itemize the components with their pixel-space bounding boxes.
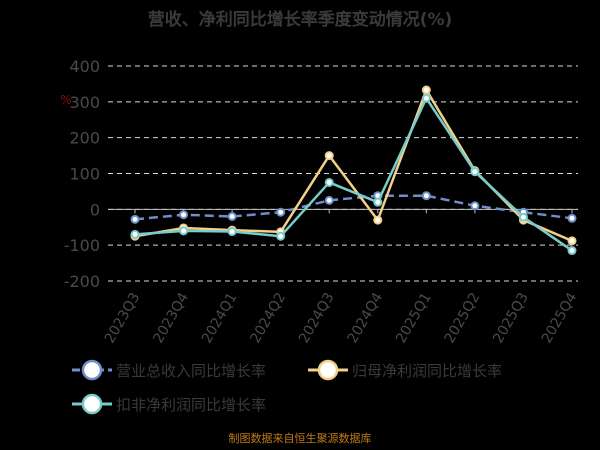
data-point (470, 201, 480, 211)
x-tick-label: 2024Q2 (247, 290, 289, 346)
y-tick-label: 300 (69, 93, 100, 112)
series-2 (130, 85, 577, 246)
x-tick-label: 2024Q1 (199, 290, 241, 346)
x-tick-label: 2025Q3 (490, 290, 532, 346)
y-tick-label: -200 (64, 272, 100, 291)
legend-label: 扣非净利润同比增长率 (116, 396, 266, 414)
data-point (179, 210, 189, 220)
x-tick-label: 2024Q3 (296, 290, 338, 346)
data-point (421, 93, 431, 103)
y-tick-label: -100 (64, 236, 100, 255)
data-point (179, 226, 189, 236)
data-point (130, 214, 140, 224)
data-point (324, 151, 334, 161)
x-tick-label: 2025Q4 (539, 290, 581, 346)
legend-label: 归母净利润同比增长率 (352, 362, 502, 380)
y-axis-ticks: -200 -100 0 100 200 300 400 (64, 57, 100, 291)
y-unit-label: % (60, 93, 71, 107)
x-tick-label: 2023Q3 (102, 290, 144, 346)
data-point (421, 85, 431, 95)
y-tick-label: 200 (69, 129, 100, 148)
chart-title: 营收、净利同比增长率季度变动情况(%) (148, 9, 453, 30)
data-point (567, 246, 577, 256)
y-tick-label: 100 (69, 165, 100, 184)
data-point (324, 177, 334, 187)
series-line (134, 194, 573, 221)
legend-label: 营业总收入同比增长率 (116, 362, 266, 380)
source-note: 制图数据来自恒生聚源数据库 (229, 431, 372, 445)
data-point (470, 167, 480, 177)
legend-item: 归母净利润同比增长率 (308, 359, 502, 381)
legend-item: 扣非净利润同比增长率 (72, 393, 266, 415)
data-point (227, 227, 237, 237)
y-tick-label: 0 (90, 200, 100, 219)
series-lines (130, 85, 577, 256)
data-point (518, 212, 528, 222)
series-1 (130, 191, 577, 224)
series-3 (130, 93, 577, 256)
series-line (134, 97, 573, 252)
data-point (373, 215, 383, 225)
data-point (276, 207, 286, 217)
data-point (421, 191, 431, 201)
data-point (227, 212, 237, 221)
data-point (324, 195, 334, 205)
data-point (567, 213, 577, 223)
legend-marker (81, 393, 103, 415)
y-tick-label: 400 (69, 57, 100, 76)
series-line (134, 88, 573, 243)
legend-item: 营业总收入同比增长率 (72, 359, 266, 381)
x-tick-label: 2024Q4 (345, 290, 387, 346)
data-point (567, 236, 577, 246)
data-point (373, 197, 383, 207)
data-point (130, 229, 140, 239)
data-point (276, 231, 286, 241)
legend-marker (81, 359, 103, 381)
legend-marker (317, 359, 339, 381)
x-tick-label: 2025Q1 (393, 290, 435, 346)
x-tick-label: 2023Q4 (150, 290, 192, 346)
x-tick-label: 2025Q2 (442, 290, 484, 346)
